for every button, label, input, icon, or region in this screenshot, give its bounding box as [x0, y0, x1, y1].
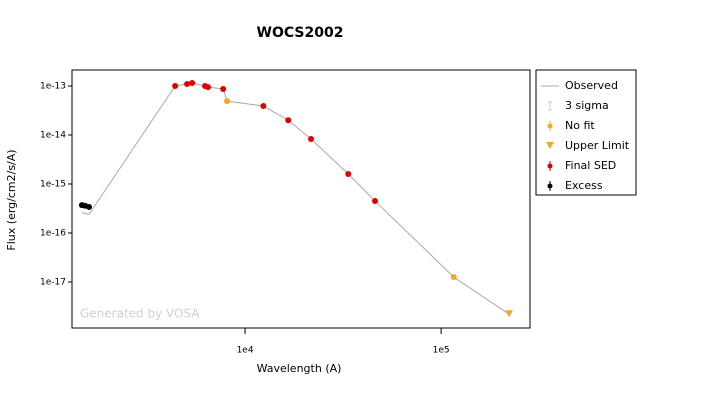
observed-line: [81, 82, 510, 315]
legend-icon: [546, 142, 554, 149]
legend-box: [535, 69, 637, 196]
y-tick-label: 1e-15: [40, 179, 66, 189]
legend-label: Final SED: [565, 159, 616, 172]
data-point: [372, 197, 379, 204]
y-tick-label: 1e-16: [40, 228, 66, 238]
x-tick-label: 1e5: [433, 346, 450, 356]
x-tick-label: 1e4: [237, 346, 254, 356]
data-point: [260, 103, 267, 110]
legend-label: Observed: [565, 79, 618, 92]
data-point: [204, 84, 211, 91]
legend-icon: [547, 163, 553, 169]
plot-frame: [71, 69, 531, 329]
legend-icon: [547, 123, 553, 129]
legend-label: No fit: [565, 119, 595, 132]
data-point: [345, 170, 352, 177]
data-point: [86, 203, 93, 210]
y-axis-label: Flux (erg/cm2/s/A): [5, 149, 18, 250]
data-point: [450, 274, 457, 281]
x-axis-label: Wavelength (A): [257, 362, 342, 375]
watermark: Generated by VOSA: [80, 307, 200, 321]
y-tick-label: 1e-13: [40, 81, 66, 91]
data-point: [172, 82, 179, 89]
legend-label: Upper Limit: [565, 139, 630, 152]
data-point: [285, 117, 292, 124]
data-point: [224, 98, 231, 105]
chart-title: WOCS2002: [257, 25, 344, 41]
legend-label: 3 sigma: [565, 99, 609, 112]
legend-label: Excess: [565, 179, 603, 192]
data-point: [184, 80, 191, 87]
data-point: [189, 80, 196, 87]
upper-limit: [505, 310, 514, 318]
y-tick-label: 1e-14: [40, 130, 66, 140]
y-tick-label: 1e-17: [40, 277, 66, 287]
data-point: [220, 85, 227, 92]
data-point: [308, 135, 315, 142]
legend-icon: [547, 183, 553, 189]
